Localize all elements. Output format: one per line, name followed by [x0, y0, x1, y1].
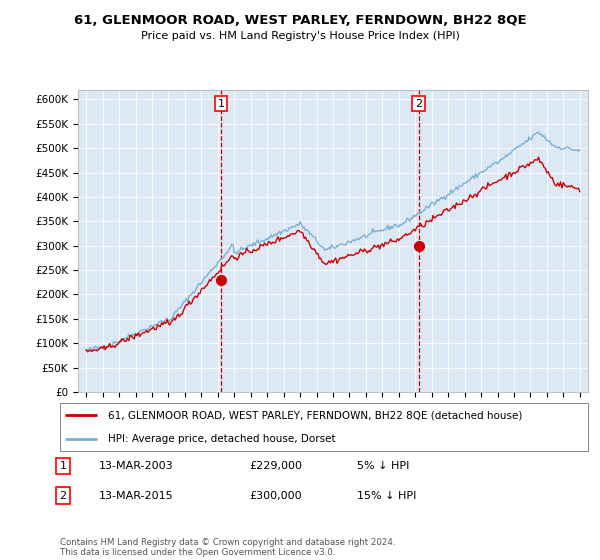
Text: £300,000: £300,000 — [249, 491, 302, 501]
Text: 1: 1 — [59, 461, 67, 471]
Text: Price paid vs. HM Land Registry's House Price Index (HPI): Price paid vs. HM Land Registry's House … — [140, 31, 460, 41]
Text: 61, GLENMOOR ROAD, WEST PARLEY, FERNDOWN, BH22 8QE (detached house): 61, GLENMOOR ROAD, WEST PARLEY, FERNDOWN… — [107, 410, 522, 420]
Text: 5% ↓ HPI: 5% ↓ HPI — [357, 461, 409, 471]
Text: Contains HM Land Registry data © Crown copyright and database right 2024.
This d: Contains HM Land Registry data © Crown c… — [60, 538, 395, 557]
Text: 1: 1 — [218, 99, 224, 109]
Text: 13-MAR-2015: 13-MAR-2015 — [99, 491, 173, 501]
Text: 61, GLENMOOR ROAD, WEST PARLEY, FERNDOWN, BH22 8QE: 61, GLENMOOR ROAD, WEST PARLEY, FERNDOWN… — [74, 14, 526, 27]
Text: 15% ↓ HPI: 15% ↓ HPI — [357, 491, 416, 501]
Text: £229,000: £229,000 — [249, 461, 302, 471]
Text: 2: 2 — [415, 99, 422, 109]
Text: 13-MAR-2003: 13-MAR-2003 — [99, 461, 173, 471]
Text: HPI: Average price, detached house, Dorset: HPI: Average price, detached house, Dors… — [107, 434, 335, 444]
Text: 2: 2 — [59, 491, 67, 501]
